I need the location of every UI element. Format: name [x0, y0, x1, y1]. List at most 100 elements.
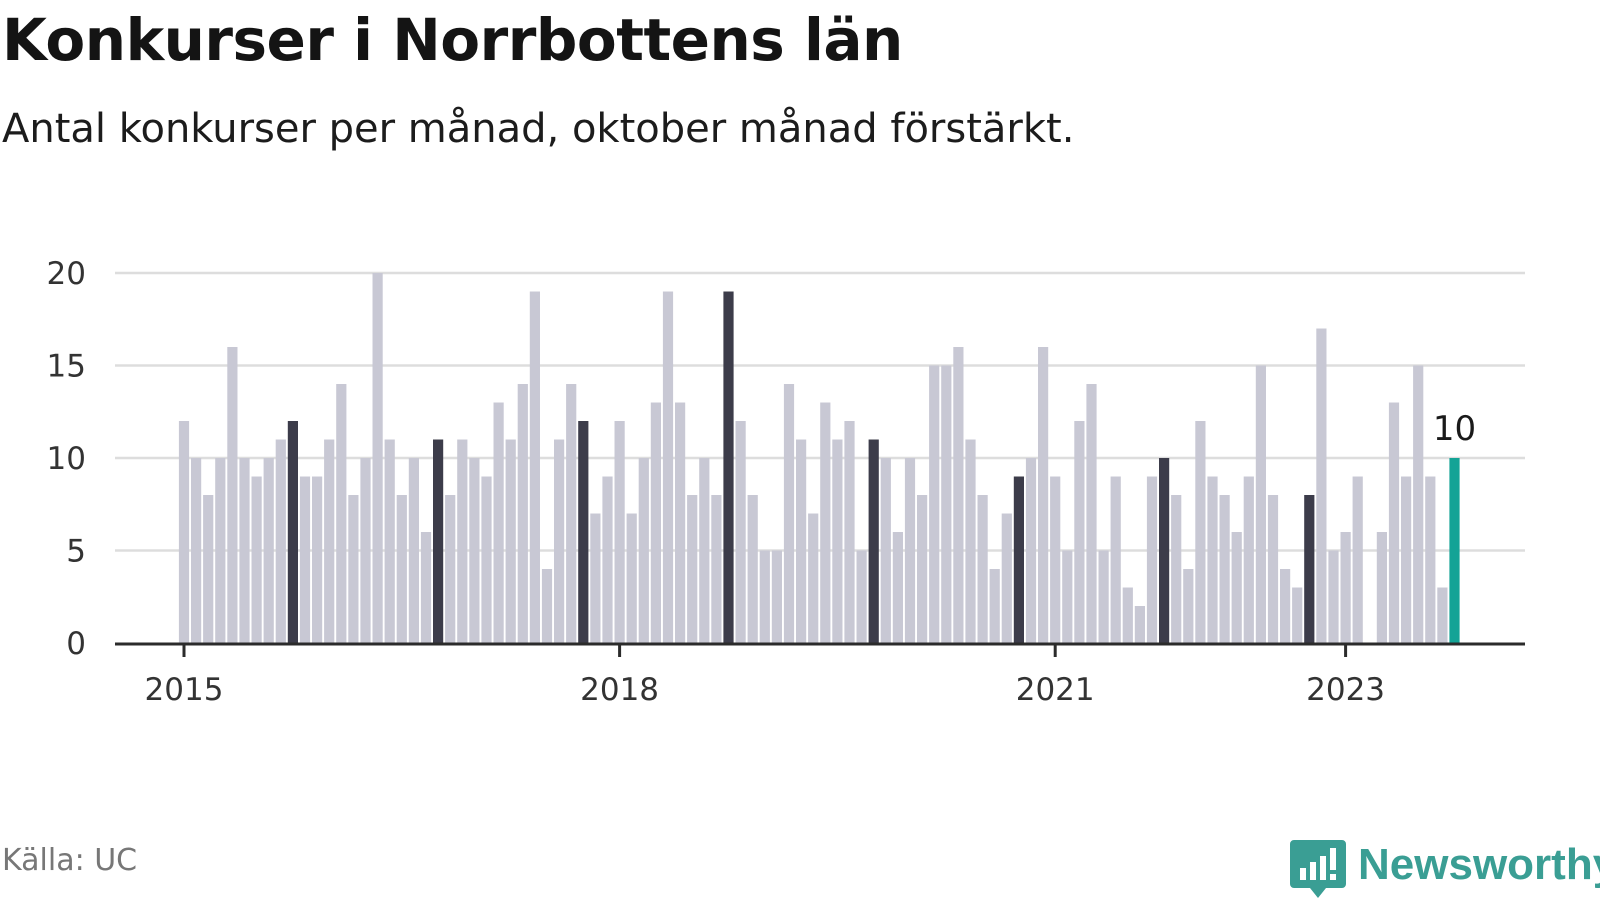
bar: [747, 495, 758, 643]
bar: [251, 476, 262, 643]
bar-october: [433, 439, 444, 643]
latest-value-label: 10: [1433, 409, 1476, 449]
bar: [735, 421, 746, 643]
chart-title: Konkurser i Norrbottens län: [2, 6, 903, 74]
bar: [554, 439, 565, 643]
bar: [1074, 421, 1085, 643]
bar: [1098, 550, 1109, 643]
bar: [1437, 587, 1448, 643]
bar: [1001, 513, 1012, 643]
bar: [856, 550, 867, 643]
bar: [203, 495, 214, 643]
bar: [275, 439, 286, 643]
bar: [1038, 347, 1049, 643]
bar: [1328, 550, 1339, 643]
bar: [1146, 476, 1158, 643]
bar: [1134, 606, 1145, 643]
newsworthy-logo-icon: [1290, 840, 1346, 898]
bar: [953, 347, 964, 643]
bar: [517, 384, 528, 643]
bar: [1231, 532, 1242, 643]
bar: [1255, 365, 1266, 643]
bar: [1292, 587, 1303, 643]
bar: [336, 384, 347, 643]
bar: [348, 495, 359, 643]
bar-october: [1013, 476, 1024, 643]
bar: [711, 495, 722, 643]
y-axis-ticks: 0 5 10 15 20: [47, 256, 86, 662]
bar: [844, 421, 855, 643]
bar-chart: 0 5 10 15 20 2015 2018 2021 2023 10: [47, 256, 1525, 708]
bar: [1388, 402, 1400, 643]
bar: [590, 513, 601, 643]
bar: [1207, 476, 1218, 643]
bar: [178, 421, 190, 643]
bar: [1110, 476, 1121, 643]
bar: [481, 476, 492, 643]
bar: [1062, 550, 1073, 643]
bar: [566, 384, 577, 643]
bar: [675, 402, 686, 643]
bar: [420, 532, 432, 643]
y-tick-label: 5: [66, 534, 86, 570]
bar: [626, 513, 637, 643]
y-tick-label: 10: [47, 441, 86, 477]
bar: [1340, 532, 1351, 643]
bar: [312, 476, 323, 643]
x-axis-ticks: 2015 2018 2021 2023: [145, 644, 1385, 708]
bar: [215, 458, 226, 643]
bar: [929, 365, 940, 643]
bar: [687, 495, 698, 643]
bar: [445, 495, 456, 643]
x-tick-label: 2023: [1306, 672, 1385, 708]
bar: [650, 402, 661, 643]
y-tick-label: 0: [66, 626, 86, 662]
bar: [917, 495, 928, 643]
bar: [965, 439, 976, 643]
bar-october: [868, 439, 879, 643]
bar: [263, 458, 274, 643]
bar: [505, 439, 516, 643]
bar: [832, 439, 843, 643]
bar: [1086, 384, 1097, 643]
bar: [1316, 328, 1327, 643]
bar: [904, 458, 916, 643]
chart-subtitle: Antal konkurser per månad, oktober månad…: [2, 106, 1075, 152]
brand-badge[interactable]: Newsworthy: [1290, 840, 1600, 900]
bar: [820, 402, 831, 643]
bar: [1401, 476, 1412, 643]
bar: [1025, 458, 1037, 643]
bar: [408, 458, 419, 643]
bar-october: [287, 421, 298, 643]
bar: [239, 458, 250, 643]
bar: [1413, 365, 1424, 643]
bar-october: [1159, 458, 1170, 643]
bar: [541, 569, 553, 643]
bar: [1280, 569, 1291, 643]
bar: [457, 439, 468, 643]
bar-october: [578, 421, 589, 643]
bar: [977, 495, 988, 643]
brand-name: Newsworthy: [1358, 840, 1600, 889]
bar: [771, 550, 782, 643]
bar: [469, 458, 480, 643]
bar: [493, 402, 504, 643]
bar: [396, 495, 407, 643]
bar: [299, 476, 311, 643]
bar: [384, 439, 395, 643]
bar: [808, 513, 819, 643]
x-tick-label: 2021: [1016, 672, 1095, 708]
bar: [941, 365, 952, 643]
bar: [1171, 495, 1182, 643]
bar: [796, 439, 807, 643]
bar: [1195, 421, 1206, 643]
y-tick-label: 20: [47, 256, 86, 292]
bar: [360, 458, 371, 643]
bar: [638, 458, 649, 643]
bar: [1050, 476, 1061, 643]
bar: [662, 291, 674, 643]
y-tick-label: 15: [47, 349, 86, 385]
bar: [1183, 569, 1194, 643]
bar: [324, 439, 335, 643]
bar: [1243, 476, 1254, 643]
